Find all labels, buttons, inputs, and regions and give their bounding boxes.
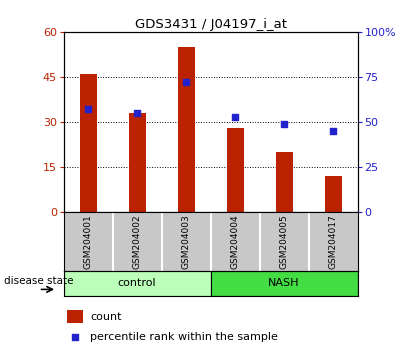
Bar — [64, 271, 210, 296]
Text: count: count — [90, 312, 122, 321]
Point — [85, 107, 92, 112]
Text: GSM204001: GSM204001 — [84, 214, 93, 269]
Bar — [129, 113, 146, 212]
Point — [232, 114, 238, 120]
Bar — [325, 176, 342, 212]
Text: control: control — [118, 278, 157, 288]
Text: GSM204003: GSM204003 — [182, 214, 191, 269]
Bar — [80, 74, 97, 212]
Point — [72, 335, 78, 340]
Bar — [226, 128, 244, 212]
Text: percentile rank within the sample: percentile rank within the sample — [90, 332, 278, 342]
Bar — [178, 47, 195, 212]
Text: NASH: NASH — [268, 278, 300, 288]
Point — [183, 80, 189, 85]
Text: GSM204002: GSM204002 — [133, 214, 142, 269]
Point — [134, 110, 141, 116]
Text: GSM204017: GSM204017 — [328, 214, 337, 269]
Text: GSM204004: GSM204004 — [231, 214, 240, 269]
Title: GDS3431 / J04197_i_at: GDS3431 / J04197_i_at — [135, 18, 286, 31]
Point — [330, 129, 336, 134]
Text: disease state: disease state — [4, 276, 74, 286]
Bar — [211, 271, 358, 296]
Bar — [67, 310, 83, 323]
Bar — [275, 152, 293, 212]
Text: GSM204005: GSM204005 — [279, 214, 289, 269]
Point — [281, 121, 287, 127]
